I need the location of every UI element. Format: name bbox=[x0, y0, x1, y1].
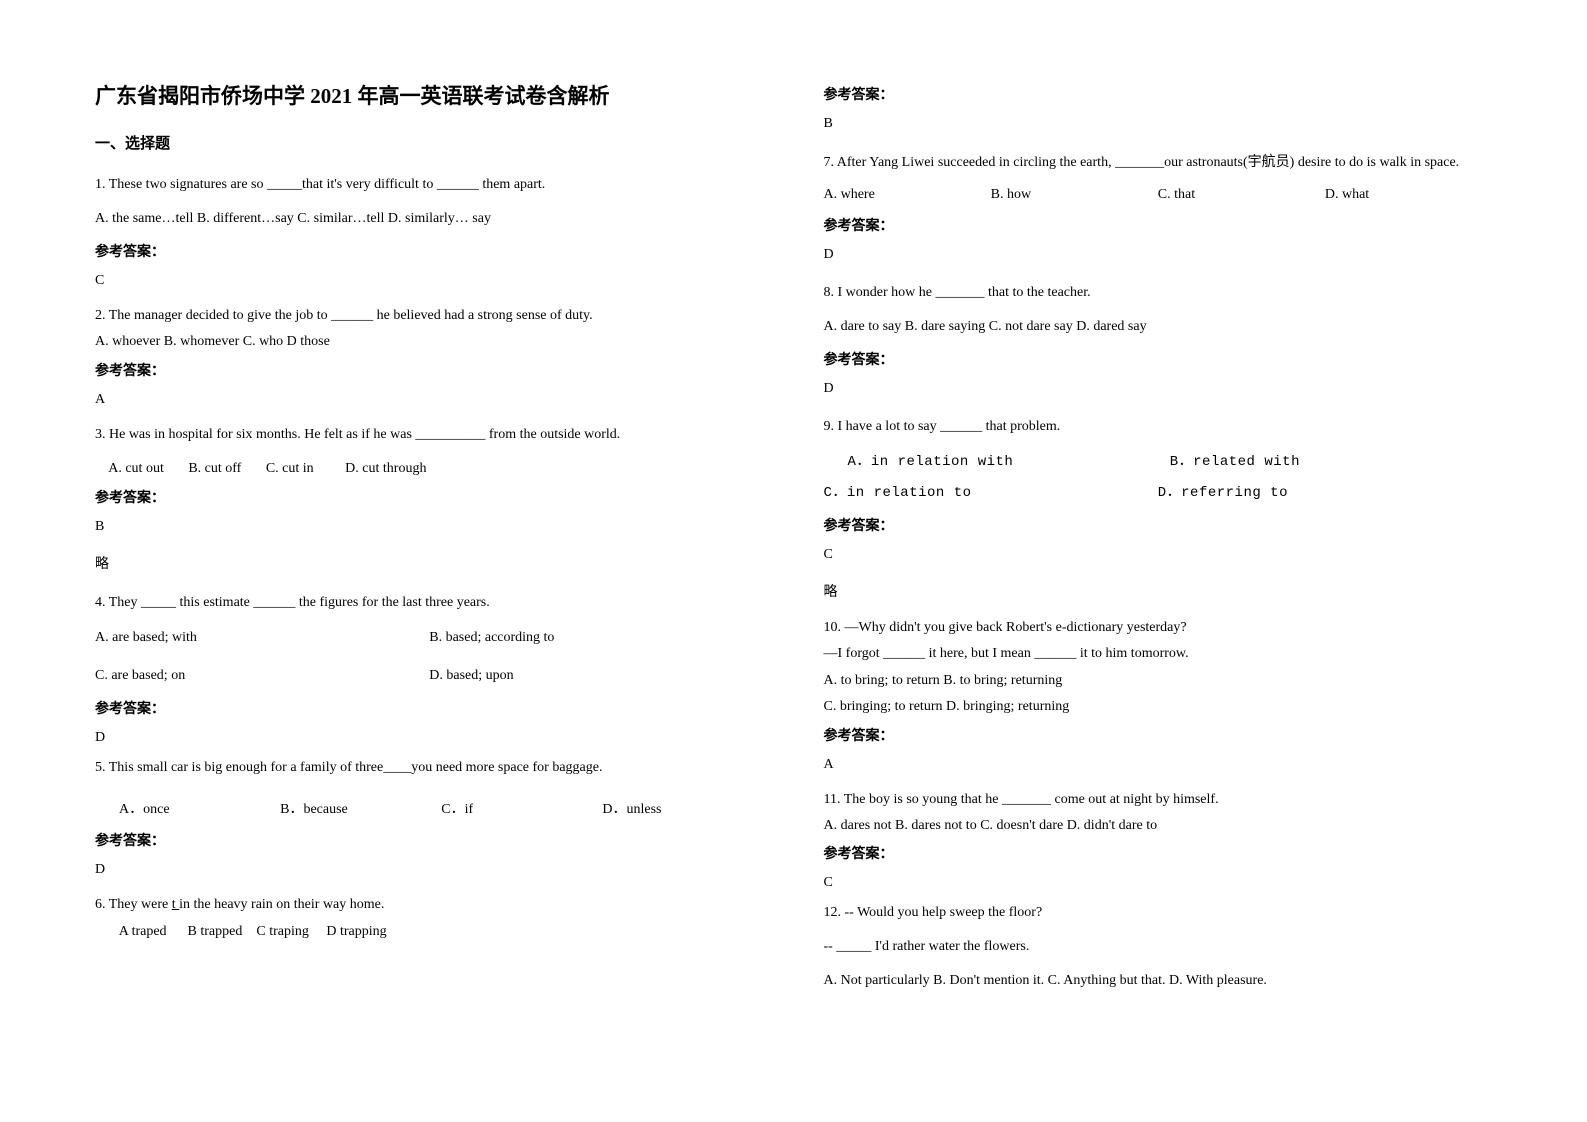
q12-l2: -- _____ I'd rather water the flowers. bbox=[824, 933, 1493, 961]
q6-options: A traped B trapped C traping D trapping bbox=[95, 921, 764, 943]
q2-options: A. whoever B. whomever C. who D those bbox=[95, 331, 764, 353]
q5-text: 5. This small car is big enough for a fa… bbox=[95, 754, 764, 782]
q8-answer: D bbox=[824, 375, 1493, 403]
q7-answer: D bbox=[824, 241, 1493, 269]
left-column: 广东省揭阳市侨场中学 2021 年高一英语联考试卷含解析 一、选择题 1. Th… bbox=[95, 80, 764, 1001]
q7-opt-d: D. what bbox=[1325, 181, 1492, 209]
q8-answer-label: 参考答案： bbox=[824, 347, 1493, 375]
q10-answer-label: 参考答案： bbox=[824, 723, 1493, 751]
q11-text: 11. The boy is so young that he _______ … bbox=[824, 789, 1493, 811]
q2-answer-label: 参考答案： bbox=[95, 358, 764, 386]
q5-options: A．once B．because C．if D．unless bbox=[95, 796, 764, 824]
q1-options: A. the same…tell B. different…say C. sim… bbox=[95, 205, 764, 233]
q7-text: 7. After Yang Liwei succeeded in circlin… bbox=[824, 148, 1493, 177]
q1-answer-label: 参考答案： bbox=[95, 239, 764, 267]
q4-answer-label: 参考答案： bbox=[95, 696, 764, 724]
q5-opt-a: A．once bbox=[119, 796, 280, 824]
q4-text: 4. They _____ this estimate ______ the f… bbox=[95, 589, 764, 617]
page-container: 广东省揭阳市侨场中学 2021 年高一英语联考试卷含解析 一、选择题 1. Th… bbox=[95, 80, 1492, 1001]
q7-opt-b: B. how bbox=[991, 181, 1158, 209]
q3-options: A. cut out B. cut off C. cut in D. cut t… bbox=[95, 458, 764, 480]
q9-opt-d: D．referring to bbox=[1158, 478, 1492, 509]
q6-text: 6. They were t in the heavy rain on thei… bbox=[95, 894, 764, 916]
q9-answer: C bbox=[824, 541, 1493, 569]
q3-answer: B bbox=[95, 513, 764, 541]
q3-omit: 略 bbox=[95, 551, 764, 579]
q9-options-row2: C．in relation to D．referring to bbox=[824, 478, 1493, 509]
q3-answer-label: 参考答案： bbox=[95, 485, 764, 513]
q10-answer: A bbox=[824, 751, 1493, 779]
q4-options-row2: C. are based; on D. based; upon bbox=[95, 661, 764, 692]
q9-opt-c: C．in relation to bbox=[824, 478, 1158, 509]
q8-options: A. dare to say B. dare saying C. not dar… bbox=[824, 313, 1493, 341]
q7-answer-label: 参考答案： bbox=[824, 213, 1493, 241]
q2-text: 2. The manager decided to give the job t… bbox=[95, 305, 764, 327]
q6-answer-label: 参考答案： bbox=[824, 82, 1493, 110]
q9-options-row1: A．in relation with B．related with bbox=[824, 447, 1493, 478]
document-title: 广东省揭阳市侨场中学 2021 年高一英语联考试卷含解析 bbox=[95, 80, 764, 110]
q11-answer: C bbox=[824, 869, 1493, 897]
q12-options: A. Not particularly B. Don't mention it.… bbox=[824, 967, 1493, 995]
q6-answer: B bbox=[824, 110, 1493, 138]
q8-text: 8. I wonder how he _______ that to the t… bbox=[824, 279, 1493, 307]
q4-options-row1: A. are based; with B. based; according t… bbox=[95, 623, 764, 654]
q4-opt-d: D. based; upon bbox=[429, 661, 763, 692]
q12-l1: 12. -- Would you help sweep the floor? bbox=[824, 899, 1493, 927]
q9-answer-label: 参考答案： bbox=[824, 513, 1493, 541]
q5-opt-b: B．because bbox=[280, 796, 441, 824]
q7-options: A. where B. how C. that D. what bbox=[824, 181, 1493, 209]
q2-answer: A bbox=[95, 386, 764, 414]
q1-text: 1. These two signatures are so _____that… bbox=[95, 171, 764, 199]
q10-l3: A. to bring; to return B. to bring; retu… bbox=[824, 670, 1493, 692]
q10-l2: —I forgot ______ it here, but I mean ___… bbox=[824, 643, 1493, 665]
q4-opt-c: C. are based; on bbox=[95, 661, 429, 692]
q3-text: 3. He was in hospital for six months. He… bbox=[95, 424, 764, 446]
q5-answer-label: 参考答案： bbox=[95, 828, 764, 856]
q4-opt-b: B. based; according to bbox=[429, 623, 763, 654]
q9-omit: 略 bbox=[824, 579, 1493, 607]
q1-answer: C bbox=[95, 267, 764, 295]
section-header-1: 一、选择题 bbox=[95, 132, 764, 153]
q5-opt-d: D．unless bbox=[602, 796, 763, 824]
q5-opt-c: C．if bbox=[441, 796, 602, 824]
right-column: 参考答案： B 7. After Yang Liwei succeeded in… bbox=[824, 80, 1493, 1001]
q10-l1: 10. —Why didn't you give back Robert's e… bbox=[824, 617, 1493, 639]
q9-text: 9. I have a lot to say ______ that probl… bbox=[824, 413, 1493, 441]
q11-options: A. dares not B. dares not to C. doesn't … bbox=[824, 815, 1493, 837]
q11-answer-label: 参考答案： bbox=[824, 841, 1493, 869]
q4-opt-a: A. are based; with bbox=[95, 623, 429, 654]
q5-answer: D bbox=[95, 856, 764, 884]
q10-l4: C. bringing; to return D. bringing; retu… bbox=[824, 696, 1493, 718]
q9-opt-a: A．in relation with bbox=[824, 447, 1170, 478]
q9-opt-b: B．related with bbox=[1170, 447, 1492, 478]
q7-opt-a: A. where bbox=[824, 181, 991, 209]
q7-opt-c: C. that bbox=[1158, 181, 1325, 209]
q4-answer: D bbox=[95, 724, 764, 752]
